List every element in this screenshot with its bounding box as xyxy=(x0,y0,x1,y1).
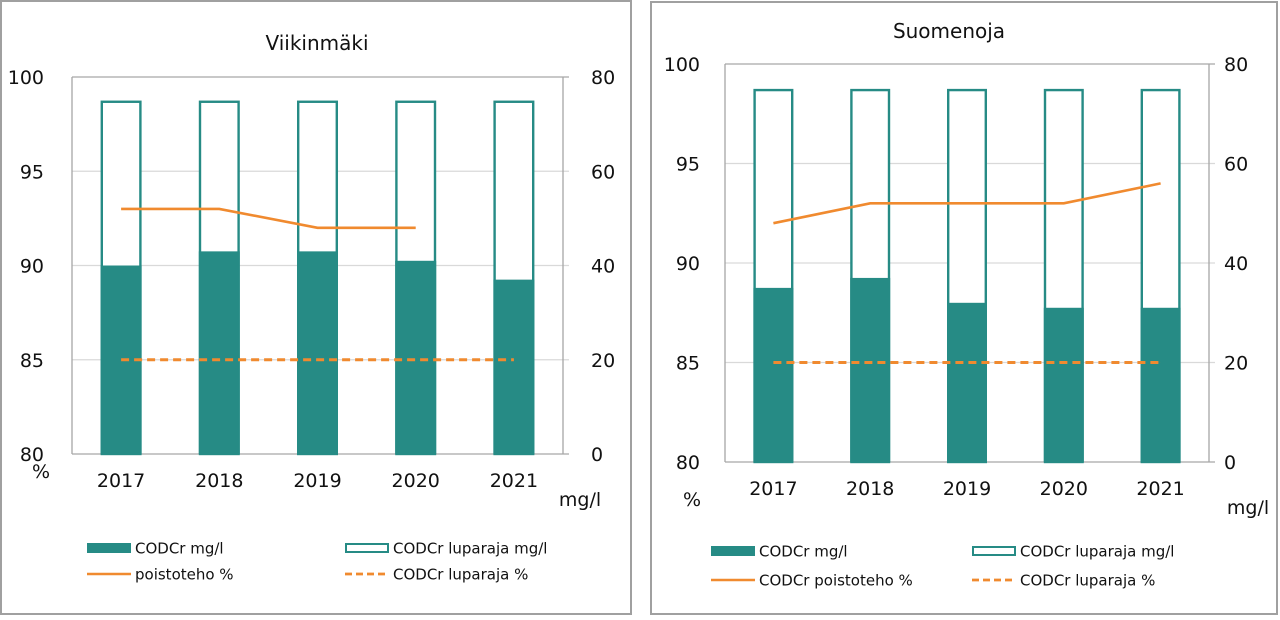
y-tick-label: 85 xyxy=(676,353,700,375)
y2-tick-label: 80 xyxy=(591,67,615,89)
y-axis-label-right: mg/l xyxy=(559,489,601,511)
y-tick-label: 100 xyxy=(8,67,44,89)
bar-codcr xyxy=(493,279,535,454)
y-tick-label: 100 xyxy=(664,54,700,76)
x-tick-label: 2018 xyxy=(846,478,894,500)
x-tick-label: 2020 xyxy=(392,470,440,492)
legend-swatch-filled-bar xyxy=(711,546,755,556)
x-tick-label: 2021 xyxy=(490,470,538,492)
y2-tick-label: 60 xyxy=(591,161,615,183)
bar-codcr xyxy=(1140,307,1181,462)
x-tick-label: 2020 xyxy=(1040,478,1088,500)
chart-title: Suomenoja xyxy=(893,19,1005,43)
legend-label: CODCr luparaja % xyxy=(1020,572,1155,590)
x-tick-label: 2021 xyxy=(1136,478,1184,500)
legend-label: CODCr mg/l xyxy=(759,543,848,561)
legend-swatch-outline-bar xyxy=(345,543,389,553)
legend-label: CODCr luparaja % xyxy=(393,566,528,584)
y-tick-label: 95 xyxy=(20,161,44,183)
y2-tick-label: 60 xyxy=(1224,154,1248,176)
y-tick-label: 90 xyxy=(676,253,700,275)
bar-codcr xyxy=(850,277,891,462)
y2-tick-label: 40 xyxy=(1224,253,1248,275)
y-tick-label: 80 xyxy=(20,444,44,466)
bar-codcr xyxy=(753,287,794,462)
bar-codcr xyxy=(395,260,437,454)
x-tick-label: 2017 xyxy=(749,478,797,500)
legend-label: poistoteho % xyxy=(135,566,234,584)
y2-tick-label: 40 xyxy=(591,256,615,278)
y2-tick-label: 20 xyxy=(1224,353,1248,375)
legend-label: CODCr mg/l xyxy=(135,540,224,558)
x-tick-label: 2017 xyxy=(97,470,145,492)
y-axis-label-right: mg/l xyxy=(1227,497,1269,519)
y2-tick-label: 80 xyxy=(1224,54,1248,76)
y-tick-label: 95 xyxy=(676,154,700,176)
legend-label: CODCr poistoteho % xyxy=(759,572,913,590)
line-removal-efficiency xyxy=(121,207,416,230)
y-axis-label-left: % xyxy=(32,461,50,483)
y2-tick-label: 0 xyxy=(591,444,603,466)
x-tick-label: 2019 xyxy=(943,478,991,500)
chart-suomenoja: Suomenoja % mg/l 80 0 85 20 90 40 95 60 100 80 201… xyxy=(664,19,1269,590)
y-tick-label: 80 xyxy=(676,452,700,474)
y2-tick-label: 20 xyxy=(591,350,615,372)
chart-title: Viikinmäki xyxy=(265,31,368,55)
x-tick-label: 2018 xyxy=(195,470,243,492)
bar-codcr xyxy=(198,251,240,454)
y-axis-label-left: % xyxy=(683,489,701,511)
legend-label: CODCr luparaja mg/l xyxy=(393,540,547,558)
y-tick-label: 85 xyxy=(20,350,44,372)
legend-swatch-filled-bar xyxy=(87,543,131,553)
bar-codcr xyxy=(947,302,987,462)
y-tick-label: 90 xyxy=(20,256,44,278)
bar-codcr xyxy=(1043,307,1084,462)
x-tick-label: 2019 xyxy=(293,470,341,492)
legend-label: CODCr luparaja mg/l xyxy=(1020,543,1174,561)
bar-codcr xyxy=(297,251,338,454)
legend-swatch-outline-bar xyxy=(972,546,1016,556)
chart-viikinmaki: Viikinmäki % mg/l 80 0 85 20 90 40 95 60 100 80 20… xyxy=(8,31,615,584)
y2-tick-label: 0 xyxy=(1224,452,1236,474)
